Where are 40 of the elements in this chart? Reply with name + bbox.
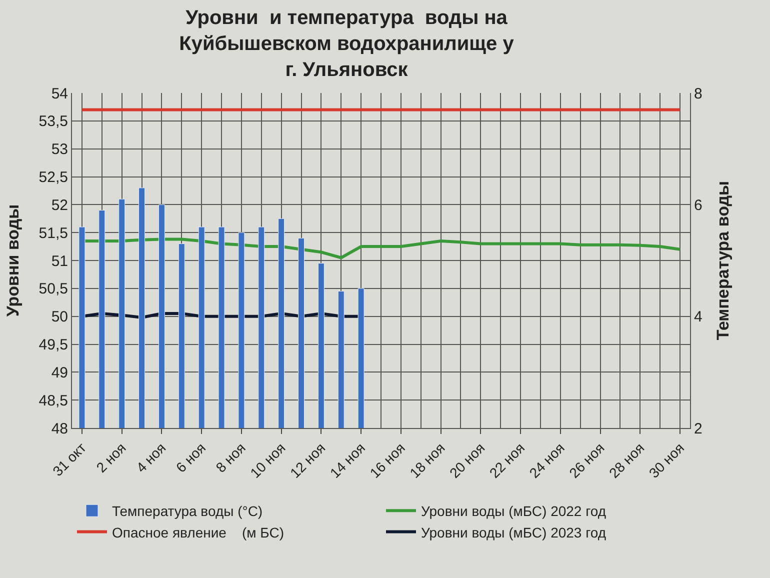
y-axis-title: Уровни воды (3, 204, 22, 317)
x-tick-label: 6 ноя (172, 440, 209, 476)
x-tick-label: 24 ноя (526, 440, 568, 481)
y-tick-label: 49 (51, 364, 68, 382)
legend-label: Опасное явление (м БС) (112, 524, 284, 540)
x-tick-label: 30 ноя (646, 440, 688, 481)
x-tick-label: 20 ноя (446, 440, 488, 481)
chart-title: Уровни и температура воды на Куйбышевском водохранилище у г. Ульяновск (179, 7, 515, 81)
x-tick-label: 16 ноя (366, 440, 408, 481)
y-tick-label: 50 (51, 308, 68, 326)
x-tick-label: 22 ноя (486, 440, 528, 481)
y-tick-label: 51,5 (38, 224, 68, 242)
y2-tick-label: 4 (694, 308, 702, 326)
y-tick-label: 52,5 (38, 169, 68, 186)
x-tick-label: 4 ноя (132, 440, 169, 476)
x-tick-label: 18 ноя (406, 440, 448, 481)
y-tick-label: 53 (51, 141, 68, 158)
y-tick-label: 54 (51, 85, 68, 102)
x-tick-label: 2 ноя (93, 440, 129, 476)
x-tick-label: 26 ноя (566, 440, 608, 481)
y-tick-label: 50,5 (38, 280, 68, 298)
y-tick-label: 53,5 (38, 113, 68, 130)
y-tick-label: 49,5 (38, 336, 68, 354)
x-tick-label: 31 окт (49, 439, 90, 480)
legend-label: Температура воды (°C) (112, 503, 263, 520)
y-tick-label: 48 (51, 420, 68, 438)
y-tick-label: 52 (51, 196, 68, 214)
legend-label: Уровни воды (мБС) 2023 год (421, 524, 606, 540)
x-tick-label: 12 ноя (286, 440, 328, 481)
x-tick-label: 14 ноя (326, 440, 368, 481)
y-tick-label: 51 (51, 252, 68, 270)
y2-tick-label: 2 (694, 420, 702, 438)
y2-tick-label: 6 (694, 196, 702, 214)
y2-tick-label: 8 (694, 85, 702, 102)
legend-label: Уровни воды (мБС) 2022 год (421, 503, 606, 520)
x-tick-label: 10 ноя (246, 440, 288, 481)
x-tick-label: 28 ноя (606, 440, 648, 481)
x-tick-label: 8 ноя (212, 440, 249, 476)
y2-axis-title: Температура воды (714, 180, 733, 340)
y-tick-label: 48,5 (38, 392, 68, 410)
